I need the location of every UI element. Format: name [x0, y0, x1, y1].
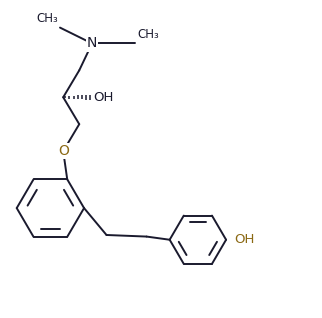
Text: N: N — [87, 37, 97, 51]
Text: OH: OH — [94, 91, 114, 104]
Text: O: O — [58, 144, 69, 158]
Text: OH: OH — [234, 233, 254, 246]
Text: CH₃: CH₃ — [137, 28, 159, 41]
Text: CH₃: CH₃ — [37, 12, 58, 25]
